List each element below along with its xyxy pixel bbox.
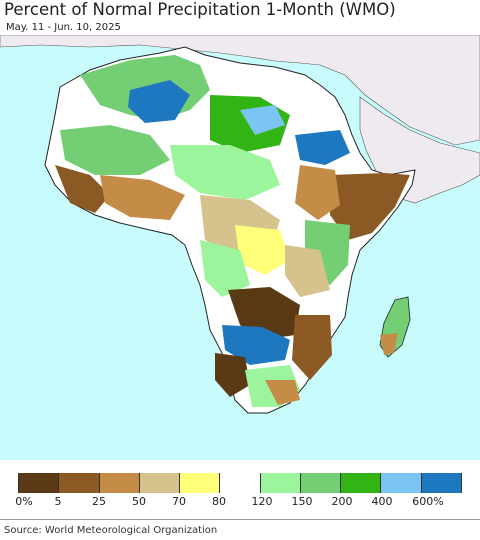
- legend-swatch-0: [18, 473, 60, 493]
- legend-swatch-8: [341, 473, 382, 493]
- region-south-africa-tan: [265, 380, 300, 405]
- region-namibia-brown: [215, 353, 250, 397]
- map-title: Percent of Normal Precipitation 1-Month …: [4, 0, 396, 19]
- legend-label: 150: [291, 495, 313, 508]
- legend-swatch-3: [139, 473, 181, 493]
- legend-swatch-10: [421, 473, 462, 493]
- region-west-brown: [55, 165, 110, 213]
- region-sahel-blue: [295, 130, 350, 165]
- legend-bar: [18, 473, 462, 493]
- legend-label: 80: [212, 495, 226, 508]
- legend-label: 200: [331, 495, 353, 508]
- legend-swatch-7: [300, 473, 342, 493]
- legend-label: 400: [371, 495, 393, 508]
- legend-swatch-9: [381, 473, 422, 493]
- europe-region: [0, 35, 480, 146]
- region-congo-yellow: [235, 225, 290, 275]
- madagascar-brown: [380, 333, 398, 355]
- region-sahel-lightblue: [240, 105, 285, 135]
- region-horn-tan: [295, 165, 340, 220]
- region-horn-brown: [330, 173, 410, 240]
- legend-label: 70: [172, 495, 186, 508]
- legend-labels: 0% 5 25 50 70 80 120 150 200 400 600%: [0, 495, 480, 511]
- region-west-green: [60, 125, 170, 175]
- region-central-green: [170, 145, 280, 200]
- legend-label: 50: [132, 495, 146, 508]
- legend-swatch-2: [99, 473, 140, 493]
- legend-swatch-6: [260, 473, 301, 493]
- legend-label: 0%: [15, 495, 33, 508]
- region-north-blue: [128, 80, 190, 123]
- legend-label: 600%: [412, 495, 444, 508]
- legend-swatch-1: [59, 473, 100, 493]
- region-mozambique-brown: [292, 315, 332, 380]
- divider: [0, 519, 480, 520]
- legend-swatch-5: [220, 473, 261, 493]
- region-southern-blue: [222, 325, 290, 365]
- legend-label: 5: [54, 495, 62, 508]
- legend-label: 120: [251, 495, 273, 508]
- legend-label: 25: [92, 495, 106, 508]
- legend-swatch-4: [180, 473, 221, 493]
- region-egypt-white: [300, 80, 340, 135]
- source-credit: Source: World Meteorological Organizatio…: [4, 525, 218, 536]
- precipitation-map: [0, 35, 480, 460]
- region-east-tan: [285, 245, 330, 297]
- date-range: May. 11 - Jun. 10, 2025: [6, 22, 121, 33]
- region-west-tan: [100, 175, 185, 220]
- region-congo-green: [200, 240, 250, 297]
